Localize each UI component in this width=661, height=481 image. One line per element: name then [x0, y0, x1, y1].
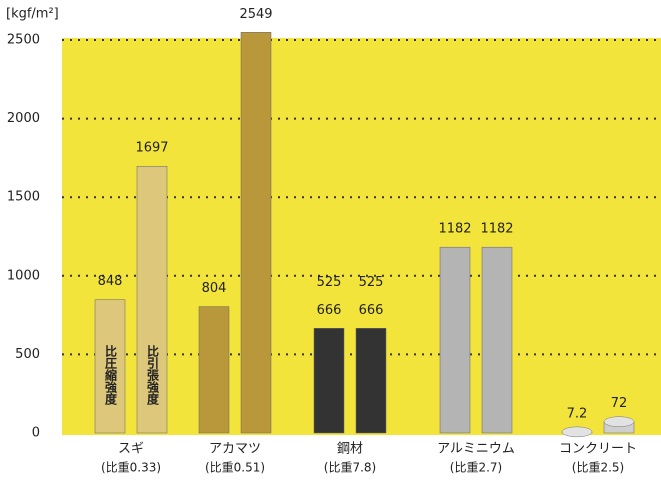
series-label: 比圧縮強度 — [104, 344, 118, 406]
x-tick-sublabel: (比重2.7) — [450, 461, 502, 475]
value-label: 848 — [98, 274, 123, 289]
bar-cap — [561, 426, 593, 438]
y-tick-label: 1000 — [7, 268, 40, 283]
value-label: 2549 — [239, 7, 272, 22]
bar — [198, 306, 230, 434]
value-label: 1182 — [480, 222, 513, 237]
x-tick-label: スギ — [118, 442, 144, 457]
bar-cap — [603, 416, 635, 427]
y-tick-label: 0 — [32, 426, 40, 441]
secondary-value-label: 525 — [359, 275, 384, 290]
bar — [136, 165, 168, 434]
bar — [355, 328, 387, 434]
x-tick-label: 鋼材 — [337, 442, 363, 457]
bar — [94, 299, 126, 434]
series-label: 比引張強度 — [146, 344, 160, 406]
x-tick-sublabel: (比重7.8) — [324, 461, 376, 475]
x-tick-label: アカマツ — [209, 442, 261, 457]
value-label: 666 — [359, 303, 384, 318]
value-label: 7.2 — [567, 406, 588, 421]
value-label: 1697 — [135, 141, 168, 156]
bar — [240, 32, 272, 434]
secondary-value-label: 525 — [317, 275, 342, 290]
x-tick-label: アルミニウム — [437, 442, 515, 457]
y-tick-label: 1500 — [7, 190, 40, 205]
y-tick-label: 500 — [15, 347, 40, 362]
value-label: 72 — [611, 396, 628, 411]
bar — [313, 328, 345, 434]
value-label: 1182 — [438, 222, 471, 237]
x-tick-sublabel: (比重0.33) — [101, 461, 161, 475]
y-tick-label: 2000 — [7, 111, 40, 126]
x-tick-sublabel: (比重0.51) — [205, 461, 265, 475]
unit-label: [kgf/m²] — [6, 7, 59, 22]
value-label: 804 — [202, 281, 227, 296]
x-tick-sublabel: (比重2.5) — [572, 461, 624, 475]
bar — [481, 246, 513, 434]
x-tick-label: コンクリート — [559, 442, 637, 457]
bar — [439, 246, 471, 434]
value-label: 666 — [317, 303, 342, 318]
y-tick-label: 2500 — [7, 33, 40, 48]
